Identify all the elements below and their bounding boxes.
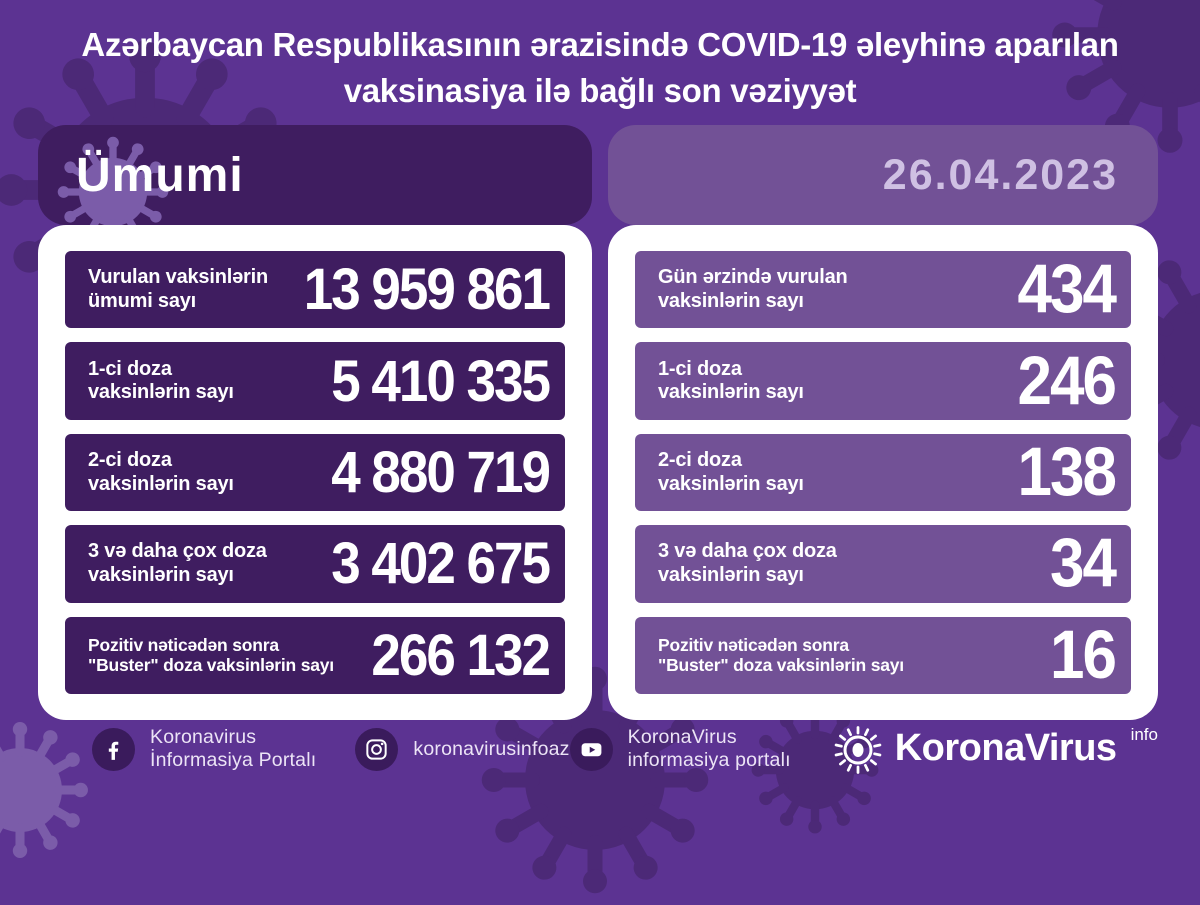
footer: Koronavirus İnformasiya Portalı koronavi… [0,708,1200,800]
page-title: Azərbaycan Respublikasının ərazisində CO… [81,26,1119,109]
logo-superscript: info [1130,725,1158,744]
stat-label: Vurulan vaksinlərin ümumi sayı [88,266,268,312]
stat-label: 1-ci doza vaksinlərin sayı [658,357,804,404]
youtube-link: KoronaVirus informasiya portalı [569,726,833,772]
instagram-label: koronavirusinfoaz [413,737,570,760]
stat-row-third-dose: 3 və daha çox doza vaksinlərin sayı 3 40… [65,525,565,603]
instagram-link: koronavirusinfoaz [355,727,570,771]
koronavirus-info-logo: KoronaVirus info [833,723,1158,775]
stat-row-total-vaccines: Vurulan vaksinlərin ümumi sayı 13 959 86… [65,251,565,329]
totals-card: Vurulan vaksinlərin ümumi sayı 13 959 86… [38,225,592,720]
stat-value: 138 [1017,434,1117,511]
daily-panel-header: 26.04.2023 [608,125,1158,225]
stat-label: 1-ci doza vaksinlərin sayı [88,357,234,404]
stat-label: 3 və daha çox doza vaksinlərin sayı [658,540,837,586]
stat-row-daily-second-dose: 2-ci doza vaksinlərin sayı 138 [635,433,1131,512]
stat-row-daily-first-dose: 1-ci doza vaksinlərin sayı 246 [635,342,1131,420]
daily-panel: 26.04.2023 Gün ərzində vurulan vaksinlər… [608,125,1158,720]
stat-label: Pozitiv nəticədən sonra "Buster" doza va… [658,634,904,676]
stat-row-second-dose: 2-ci doza vaksinlərin sayı 4 880 719 [65,433,565,512]
totals-panel-title: Ümumi [76,148,244,202]
youtube-label: KoronaVirus informasiya portalı [627,726,791,771]
stat-row-daily-third-dose: 3 və daha çox doza vaksinlərin sayı 34 [635,525,1131,603]
facebook-link: Koronavirus İnformasiya Portalı [92,726,355,772]
totals-panel: Ümumi Vurulan vaksinlərin ümumi sayı 13 … [38,125,592,720]
stat-row-booster-dose: Pozitiv nəticədən sonra "Buster" doza va… [65,616,565,695]
daily-card: Gün ərzində vurulan vaksinlərin sayı 434… [608,225,1158,720]
stat-value: 3 402 675 [331,531,551,597]
stat-value: 4 880 719 [331,440,551,505]
instagram-icon [355,727,399,771]
virus-logo-icon [833,725,883,775]
stat-value: 5 410 335 [331,348,551,414]
content-columns: Ümumi Vurulan vaksinlərin ümumi sayı 13 … [38,125,1162,720]
stat-label: 2-ci doza vaksinlərin sayı [658,448,804,495]
stat-label: 2-ci doza vaksinlərin sayı [88,448,234,495]
totals-panel-header: Ümumi [38,125,592,225]
youtube-icon [569,727,613,771]
stat-label: Pozitiv nəticədən sonra "Buster" doza va… [88,634,334,676]
stat-value: 34 [1050,525,1117,602]
stat-value: 246 [1017,343,1117,420]
stat-row-first-dose: 1-ci doza vaksinlərin sayı 5 410 335 [65,342,565,420]
stat-row-daily-vaccines: Gün ərzində vurulan vaksinlərin sayı 434 [635,251,1131,329]
facebook-label: Koronavirus İnformasiya Portalı [150,726,317,771]
stat-value: 434 [1017,251,1117,328]
stat-label: 3 və daha çox doza vaksinlərin sayı [88,540,267,586]
stat-label: Gün ərzində vurulan vaksinlərin sayı [658,266,848,312]
stat-row-daily-booster-dose: Pozitiv nəticədən sonra "Buster" doza va… [635,616,1131,695]
stat-value: 13 959 861 [303,257,551,323]
stat-value: 266 132 [371,622,551,688]
report-date: 26.04.2023 [882,150,1118,199]
logo-text: KoronaVirus [894,727,1117,769]
stat-value: 16 [1050,617,1117,694]
facebook-icon [92,727,135,771]
